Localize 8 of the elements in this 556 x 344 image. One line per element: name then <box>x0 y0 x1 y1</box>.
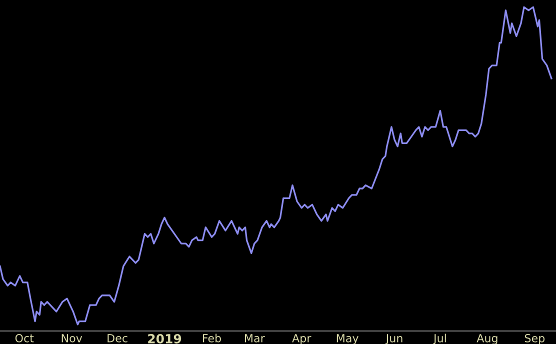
x-tick-label: Nov <box>62 334 82 342</box>
x-tick-label: Dec <box>108 334 128 342</box>
x-tick-label: Jul <box>432 334 446 344</box>
x-tick-label: Oct <box>15 334 34 342</box>
x-tick-label: Jun <box>385 334 402 344</box>
x-tick-label: Feb <box>202 334 221 342</box>
x-tick-label: Mar <box>245 334 265 342</box>
x-tick-label: 2019 <box>148 334 182 344</box>
